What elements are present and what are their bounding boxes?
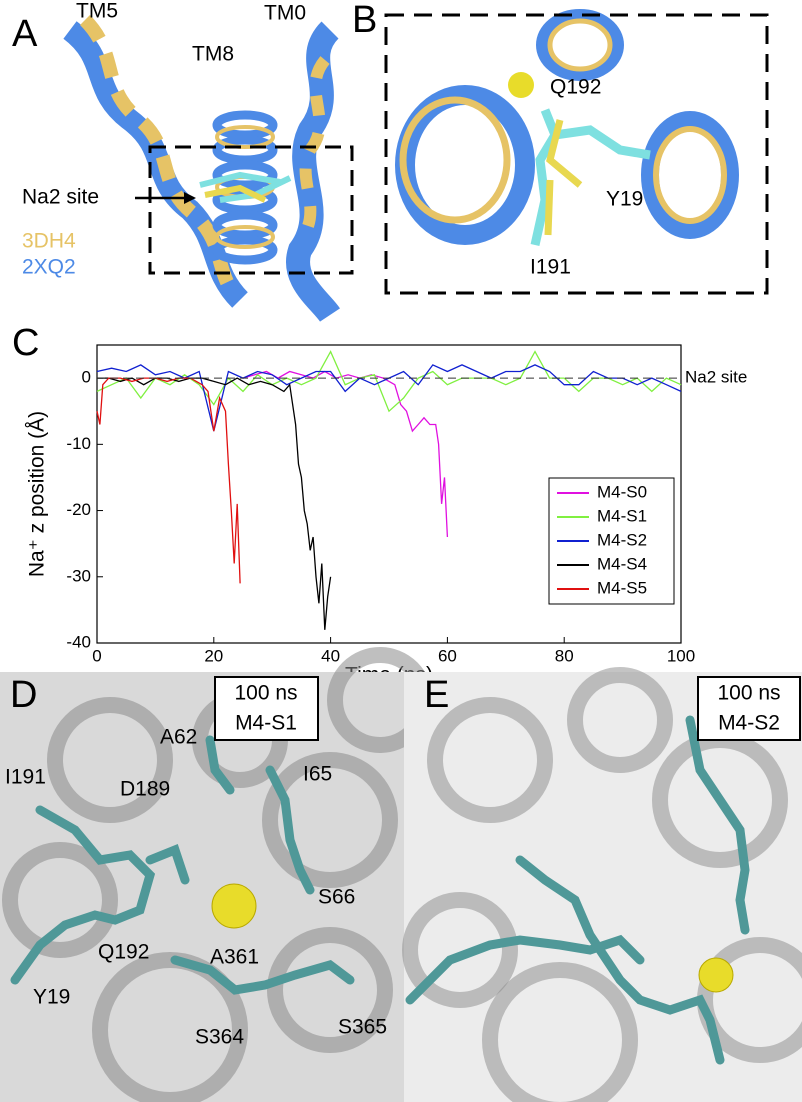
- series-line: [96, 350, 682, 413]
- box-label: 100 ns: [234, 682, 297, 705]
- y-tick-label: -20: [66, 500, 91, 519]
- residue-label: D189: [120, 778, 170, 801]
- y-tick-label: -30: [66, 566, 91, 585]
- x-tick-label: 40: [321, 646, 340, 665]
- y-tick-label: -40: [66, 632, 91, 651]
- series-line: [97, 377, 332, 630]
- panel-label: E: [424, 674, 449, 716]
- series-line: [242, 370, 449, 538]
- legend-entry: 2XQ2: [22, 256, 76, 279]
- panel-b-structure: [384, 9, 769, 295]
- reference-label: Na2 site: [685, 368, 747, 387]
- legend-entry: 3DH4: [22, 230, 76, 253]
- residue-label: I65: [303, 763, 332, 786]
- box-label: M4-S1: [235, 712, 297, 735]
- box-label: M4-S2: [718, 712, 780, 735]
- legend-entry: M4-S5: [597, 578, 647, 597]
- residue-label: Y19: [33, 986, 70, 1009]
- helix-label: TM0: [264, 2, 306, 25]
- panel-label: A: [12, 13, 38, 55]
- legend-entry: M4-S2: [597, 530, 647, 549]
- y-tick-label: 0: [82, 368, 91, 387]
- x-tick-label: 0: [92, 646, 101, 665]
- residue-label: A361: [210, 946, 259, 969]
- box-label: 100 ns: [717, 682, 780, 705]
- helix-label: TM5: [76, 0, 118, 23]
- panel-a-structure: [62, 15, 354, 323]
- panel-d-structure: [0, 647, 802, 1102]
- helix-label: TM8: [192, 43, 234, 66]
- residue-label: I191: [5, 766, 46, 789]
- legend-entry: M4-S4: [597, 554, 647, 573]
- panel-label: C: [12, 322, 39, 364]
- residue-label: Y19: [606, 188, 643, 211]
- residue-label: S66: [318, 886, 355, 909]
- y-tick-label: -10: [66, 434, 91, 453]
- x-tick-label: 60: [438, 646, 457, 665]
- legend-entry: M4-S1: [597, 506, 647, 525]
- panel-label: D: [10, 674, 37, 716]
- residue-label: S365: [338, 1016, 387, 1039]
- panel-label: B: [352, 0, 377, 41]
- residue-label: Q192: [98, 941, 149, 964]
- x-tick-label: 20: [204, 646, 223, 665]
- residue-label: I191: [530, 256, 571, 279]
- residue-label: Q192: [550, 76, 601, 99]
- y-axis-label: Na⁺ z position (Å): [26, 411, 49, 577]
- plot-frame: [96, 344, 682, 644]
- x-tick-label: 100: [667, 646, 695, 665]
- residue-label: S364: [195, 1026, 244, 1049]
- legend-entry: M4-S0: [597, 482, 647, 501]
- site-label: Na2 site: [22, 186, 99, 209]
- residue-label: A62: [160, 726, 197, 749]
- x-tick-label: 80: [555, 646, 574, 665]
